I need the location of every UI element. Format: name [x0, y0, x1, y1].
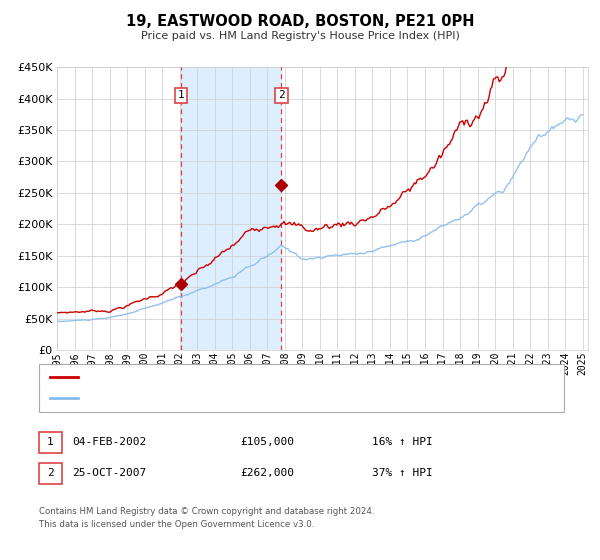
- Text: 1: 1: [178, 91, 185, 100]
- Bar: [181, 67, 281, 350]
- Text: 04-FEB-2002: 04-FEB-2002: [72, 437, 146, 447]
- Text: Contains HM Land Registry data © Crown copyright and database right 2024.: Contains HM Land Registry data © Crown c…: [39, 507, 374, 516]
- Text: 25-OCT-2007: 25-OCT-2007: [72, 468, 146, 478]
- Text: 2: 2: [47, 468, 54, 478]
- Text: Price paid vs. HM Land Registry's House Price Index (HPI): Price paid vs. HM Land Registry's House …: [140, 31, 460, 41]
- Text: £262,000: £262,000: [240, 468, 294, 478]
- Text: HPI: Average price, detached house, Boston: HPI: Average price, detached house, Bost…: [84, 393, 347, 403]
- Text: 1: 1: [47, 437, 54, 447]
- Text: 37% ↑ HPI: 37% ↑ HPI: [372, 468, 433, 478]
- Text: £105,000: £105,000: [240, 437, 294, 447]
- Text: This data is licensed under the Open Government Licence v3.0.: This data is licensed under the Open Gov…: [39, 520, 314, 529]
- Text: 19, EASTWOOD ROAD, BOSTON, PE21 0PH (detached house): 19, EASTWOOD ROAD, BOSTON, PE21 0PH (det…: [84, 372, 409, 382]
- Text: 16% ↑ HPI: 16% ↑ HPI: [372, 437, 433, 447]
- Text: 2: 2: [278, 91, 285, 100]
- Text: 19, EASTWOOD ROAD, BOSTON, PE21 0PH: 19, EASTWOOD ROAD, BOSTON, PE21 0PH: [126, 14, 474, 29]
